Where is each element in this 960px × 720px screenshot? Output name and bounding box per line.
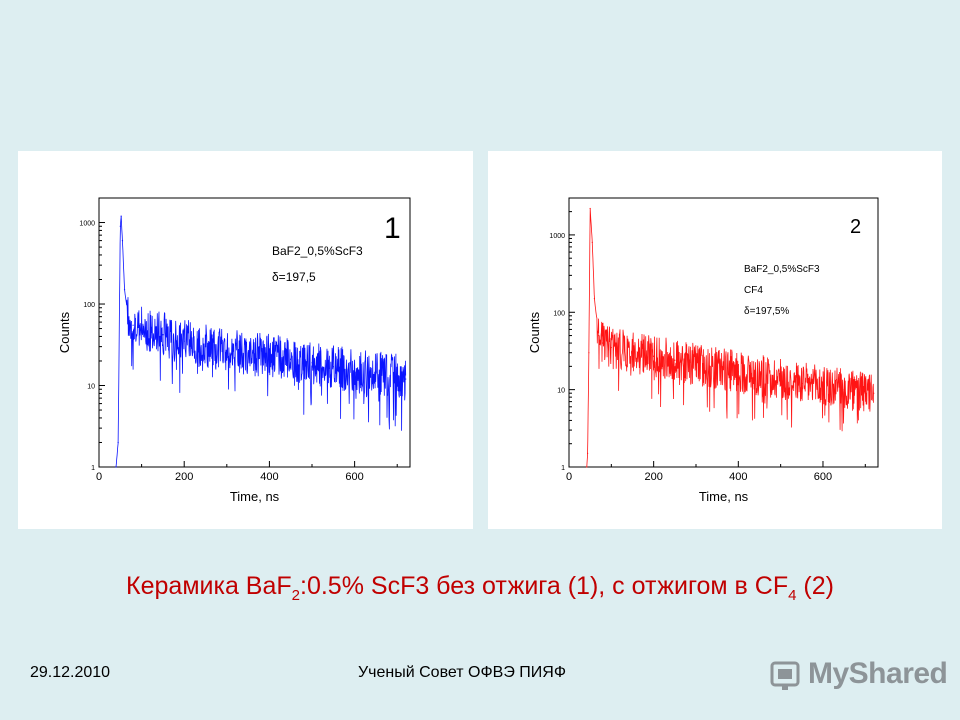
- data-point: [631, 352, 634, 354]
- footer-date: 29.12.2010: [30, 664, 111, 681]
- x-axis-label: Time, ns: [699, 489, 749, 504]
- data-point: [864, 392, 866, 394]
- y-tick-label: 100: [83, 302, 95, 309]
- data-point: [780, 377, 782, 379]
- legend-line: CF4: [744, 285, 763, 296]
- data-point: [121, 240, 124, 242]
- data-point: [758, 375, 761, 377]
- y-tick-label: 1: [91, 465, 95, 472]
- legend-line: δ=197,5: [272, 270, 316, 284]
- data-point: [247, 352, 249, 354]
- data-point: [695, 364, 697, 366]
- data-point: [593, 298, 595, 300]
- data-point: [674, 359, 676, 361]
- x-tick-label: 400: [729, 471, 747, 483]
- curve-number-label: 2: [850, 216, 861, 238]
- chart-panel-2: 1 10 100 1000 0 200 400 600 Time, ns Counts 2 BaF2_…: [488, 151, 942, 529]
- caption-sub-1: 2: [291, 587, 301, 604]
- logo-text: MyShared: [808, 657, 948, 690]
- data-point: [716, 367, 718, 369]
- x-tick-label: 600: [345, 471, 363, 483]
- x-axis-label: Time, ns: [230, 489, 280, 504]
- slide-caption: Керамика BaF2:0.5% ScF3 без отжига (1), …: [0, 572, 960, 604]
- myshared-logo-icon: [770, 661, 800, 690]
- data-point: [332, 366, 334, 368]
- data-point: [405, 378, 407, 380]
- data-point: [873, 392, 875, 394]
- data-point: [588, 352, 590, 354]
- data-point: [120, 215, 122, 217]
- footer-organization: Ученый Совет ОФВЭ ПИЯФ: [358, 664, 566, 681]
- data-point: [119, 225, 121, 227]
- data-point: [653, 355, 655, 357]
- y-tick-label: 10: [87, 384, 95, 391]
- x-tick-label: 200: [644, 471, 662, 483]
- data-point: [598, 334, 600, 337]
- data-point: [128, 321, 130, 323]
- data-point: [602, 342, 604, 344]
- decay-trace: [115, 216, 407, 468]
- data-point: [822, 385, 824, 388]
- data-point: [843, 389, 845, 391]
- y-tick-label: 1: [561, 465, 565, 472]
- decay-chart-2: 1 10 100 1000 0 200 400 600 Time, ns Counts 2 BaF2_…: [527, 197, 879, 504]
- x-tick-label: 600: [814, 471, 832, 483]
- plot-frame: [568, 197, 879, 468]
- legend-line: BaF2_0,5%ScF3: [744, 264, 820, 275]
- plot-frame: [98, 197, 411, 468]
- y-axis-label: Counts: [527, 311, 542, 353]
- data-point: [183, 340, 185, 342]
- data-point: [354, 370, 356, 372]
- caption-part-1: Керамика BaF: [126, 572, 292, 600]
- data-point: [591, 241, 593, 244]
- data-point: [162, 334, 164, 336]
- decay-chart-1: 1 10 100 1000 0 200 400 600 Time, ns Counts 1 BaF2_…: [57, 197, 411, 504]
- data-point: [737, 371, 739, 373]
- decay-trace: [586, 208, 874, 468]
- data-point: [132, 324, 134, 326]
- data-point: [204, 346, 207, 348]
- caption-part-2: :0.5% ScF3 без отжига (1), с отжигом в C…: [300, 572, 789, 600]
- x-tick-label: 0: [96, 471, 102, 483]
- data-point: [610, 346, 612, 349]
- data-point: [587, 452, 589, 454]
- y-tick-label: 10: [557, 388, 565, 395]
- data-point: [396, 375, 398, 377]
- legend-line: BaF2_0,5%ScF3: [272, 244, 363, 258]
- y-axis-label: Counts: [57, 311, 72, 353]
- data-point: [311, 362, 313, 364]
- x-tick-label: 0: [566, 471, 572, 483]
- data-point: [141, 327, 143, 330]
- data-point: [589, 207, 591, 210]
- data-point: [268, 355, 271, 357]
- y-tick-label: 1000: [549, 233, 565, 240]
- data-point: [123, 289, 126, 291]
- data-point: [375, 373, 377, 375]
- x-tick-label: 400: [260, 471, 278, 483]
- data-point: [226, 349, 228, 351]
- data-point: [115, 466, 117, 468]
- legend-line: δ=197,5%: [744, 306, 789, 317]
- caption-part-3: (2): [796, 572, 834, 600]
- curve-number-label: 1: [384, 212, 401, 245]
- data-point: [801, 382, 803, 385]
- x-tick-label: 200: [175, 471, 193, 483]
- chart-panel-1: 1 10 100 1000 0 200 400 600 Time, ns Counts 1 BaF2_…: [18, 151, 473, 529]
- data-point: [586, 466, 588, 468]
- data-point: [290, 358, 292, 360]
- caption-sub-2: 4: [788, 587, 797, 604]
- y-tick-label: 100: [553, 310, 565, 317]
- y-tick-label: 1000: [79, 221, 95, 228]
- data-point: [117, 441, 119, 444]
